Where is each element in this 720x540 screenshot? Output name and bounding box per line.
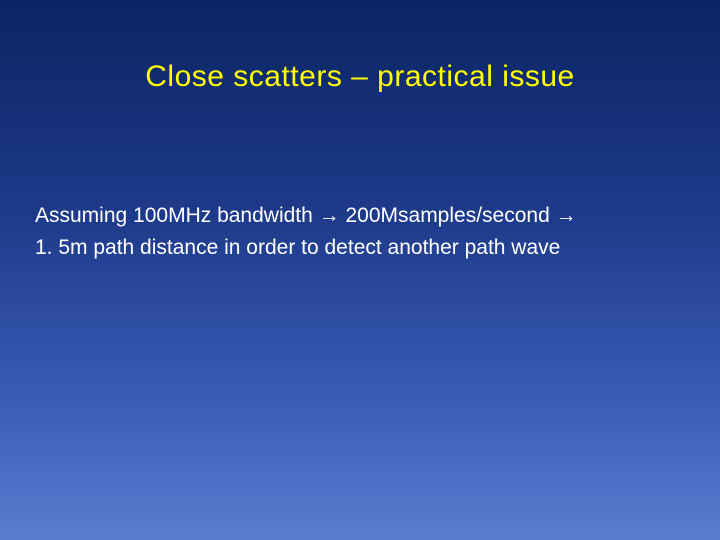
body-line-2: 1. 5m path distance in order to detect a… xyxy=(35,232,685,264)
slide-body: Assuming 100MHz bandwidth → 200Msamples/… xyxy=(35,200,685,263)
body-line-1: Assuming 100MHz bandwidth → 200Msamples/… xyxy=(35,200,685,232)
slide-container: Close scatters – practical issue Assumin… xyxy=(0,0,720,540)
slide-title: Close scatters – practical issue xyxy=(0,60,720,94)
